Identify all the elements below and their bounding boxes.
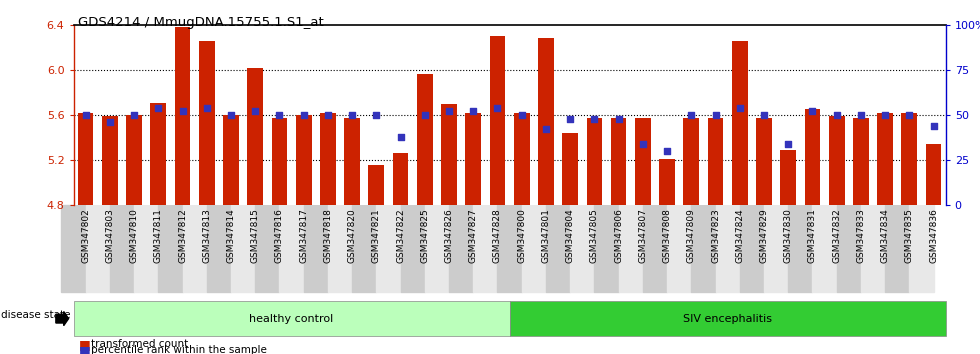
Bar	[514, 113, 529, 205]
Text: SIV encephalitis: SIV encephalitis	[683, 314, 772, 324]
Bar	[320, 113, 336, 205]
Text: GDS4214 / MmugDNA.15755.1.S1_at: GDS4214 / MmugDNA.15755.1.S1_at	[78, 16, 324, 29]
Point	[174, 109, 190, 114]
Text: healthy control: healthy control	[250, 314, 333, 324]
Point	[247, 109, 263, 114]
Point	[683, 112, 699, 118]
Bar	[563, 133, 578, 205]
Bar	[223, 115, 239, 205]
Text: percentile rank within the sample: percentile rank within the sample	[91, 346, 267, 354]
Point	[514, 112, 529, 118]
Point	[780, 141, 796, 147]
Point	[853, 112, 868, 118]
Point	[466, 109, 481, 114]
Bar	[805, 109, 820, 205]
Bar	[441, 104, 457, 205]
Point	[126, 112, 142, 118]
Bar	[199, 41, 215, 205]
Point	[223, 112, 239, 118]
Point	[926, 123, 942, 129]
Bar	[902, 113, 917, 205]
Point	[732, 105, 748, 111]
Point	[77, 112, 93, 118]
Bar	[877, 113, 893, 205]
Point	[902, 112, 917, 118]
Bar	[635, 119, 651, 205]
Bar	[77, 113, 93, 205]
Bar	[829, 116, 845, 205]
Bar	[296, 115, 312, 205]
Bar	[708, 119, 723, 205]
Point	[805, 109, 820, 114]
Point	[151, 105, 167, 111]
Bar	[368, 165, 384, 205]
Bar	[102, 116, 118, 205]
Bar	[683, 119, 699, 205]
Point	[368, 112, 384, 118]
Point	[660, 148, 675, 154]
Point	[320, 112, 336, 118]
Bar	[853, 119, 869, 205]
Point	[563, 116, 578, 121]
Point	[587, 116, 603, 121]
Bar	[660, 159, 675, 205]
Bar	[780, 150, 796, 205]
Point	[708, 112, 723, 118]
Point	[490, 105, 506, 111]
Point	[757, 112, 772, 118]
Point	[199, 105, 215, 111]
Point	[877, 112, 893, 118]
Point	[102, 119, 118, 125]
Bar	[490, 36, 506, 205]
Bar	[271, 119, 287, 205]
Bar	[926, 144, 942, 205]
Text: ■: ■	[78, 338, 90, 350]
Bar	[611, 119, 626, 205]
Bar	[416, 74, 433, 205]
Point	[416, 112, 432, 118]
Bar	[126, 115, 142, 205]
Bar	[732, 41, 748, 205]
Bar	[174, 27, 190, 205]
Point	[635, 141, 651, 147]
Text: ■: ■	[78, 344, 90, 354]
Bar	[393, 153, 409, 205]
Point	[611, 116, 626, 121]
Bar	[344, 119, 360, 205]
Bar	[538, 38, 554, 205]
Bar	[247, 68, 263, 205]
Point	[441, 109, 457, 114]
Point	[538, 127, 554, 132]
Bar	[757, 119, 772, 205]
Point	[296, 112, 312, 118]
Point	[829, 112, 845, 118]
Bar	[466, 113, 481, 205]
Point	[344, 112, 360, 118]
Bar	[586, 119, 603, 205]
Text: disease state: disease state	[1, 310, 71, 320]
Text: transformed count: transformed count	[91, 339, 188, 349]
Point	[393, 134, 409, 139]
Bar	[150, 103, 167, 205]
Point	[271, 112, 287, 118]
